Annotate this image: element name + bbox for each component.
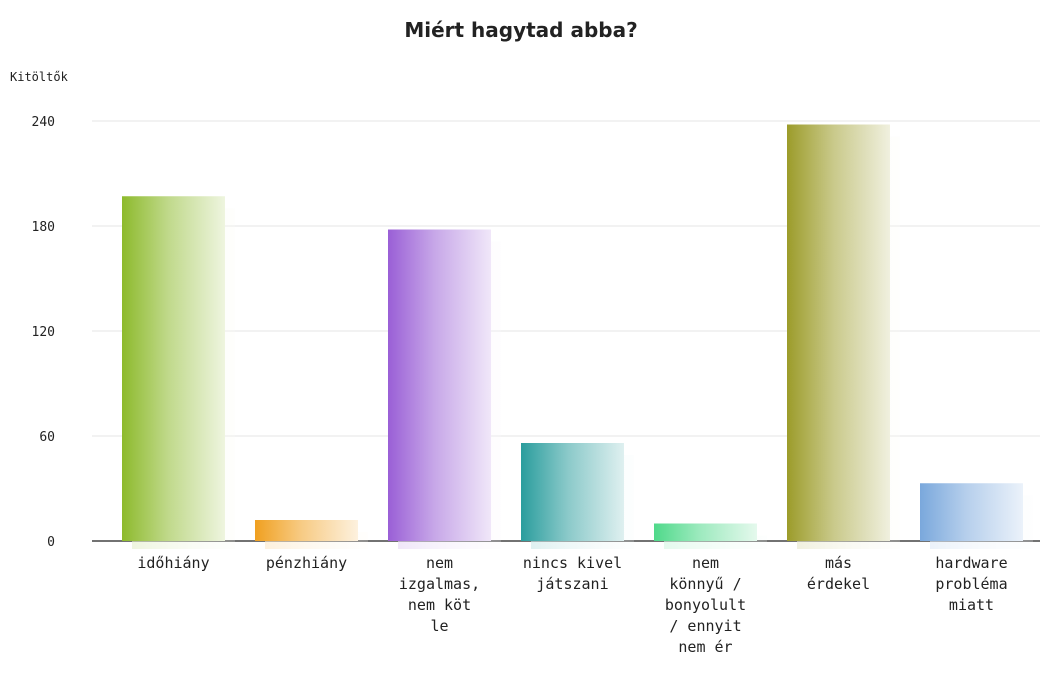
x-category-label: / ennyit [669,617,741,635]
x-category-label: nem köt [408,596,471,614]
x-category-label: probléma [935,575,1007,593]
bar[interactable] [521,443,624,541]
bar[interactable] [122,196,225,541]
x-category-label: le [430,617,448,635]
x-category-label: bonyolult [665,596,746,614]
x-category-label: hardware [935,554,1007,572]
x-category-label: pénzhiány [266,554,347,572]
y-tick-label: 180 [32,220,55,235]
x-category-label: nem [692,554,719,572]
bar[interactable] [654,523,757,542]
bar[interactable] [255,520,358,541]
x-category-label: nem ér [678,638,732,656]
y-tick-label: 0 [47,535,55,550]
y-tick-label: 240 [32,115,55,130]
bar[interactable] [388,229,491,542]
x-category-label: játszani [536,575,608,593]
x-category-label: nincs kivel [523,554,622,572]
bar[interactable] [787,124,890,542]
x-category-label: nem [426,554,453,572]
y-axis-label: Kitöltők [10,70,68,84]
x-category-label: más [825,554,852,572]
chart-title: Miért hagytad abba? [404,18,638,42]
x-category-label: könnyű / [669,575,741,593]
bar[interactable] [920,483,1023,541]
x-category-label: izgalmas, [399,575,480,593]
y-tick-label: 120 [32,325,55,340]
y-tick-label: 60 [39,430,55,445]
x-category-label: érdekel [807,575,870,593]
x-category-label: miatt [949,596,994,614]
x-category-label: időhiány [137,554,209,572]
